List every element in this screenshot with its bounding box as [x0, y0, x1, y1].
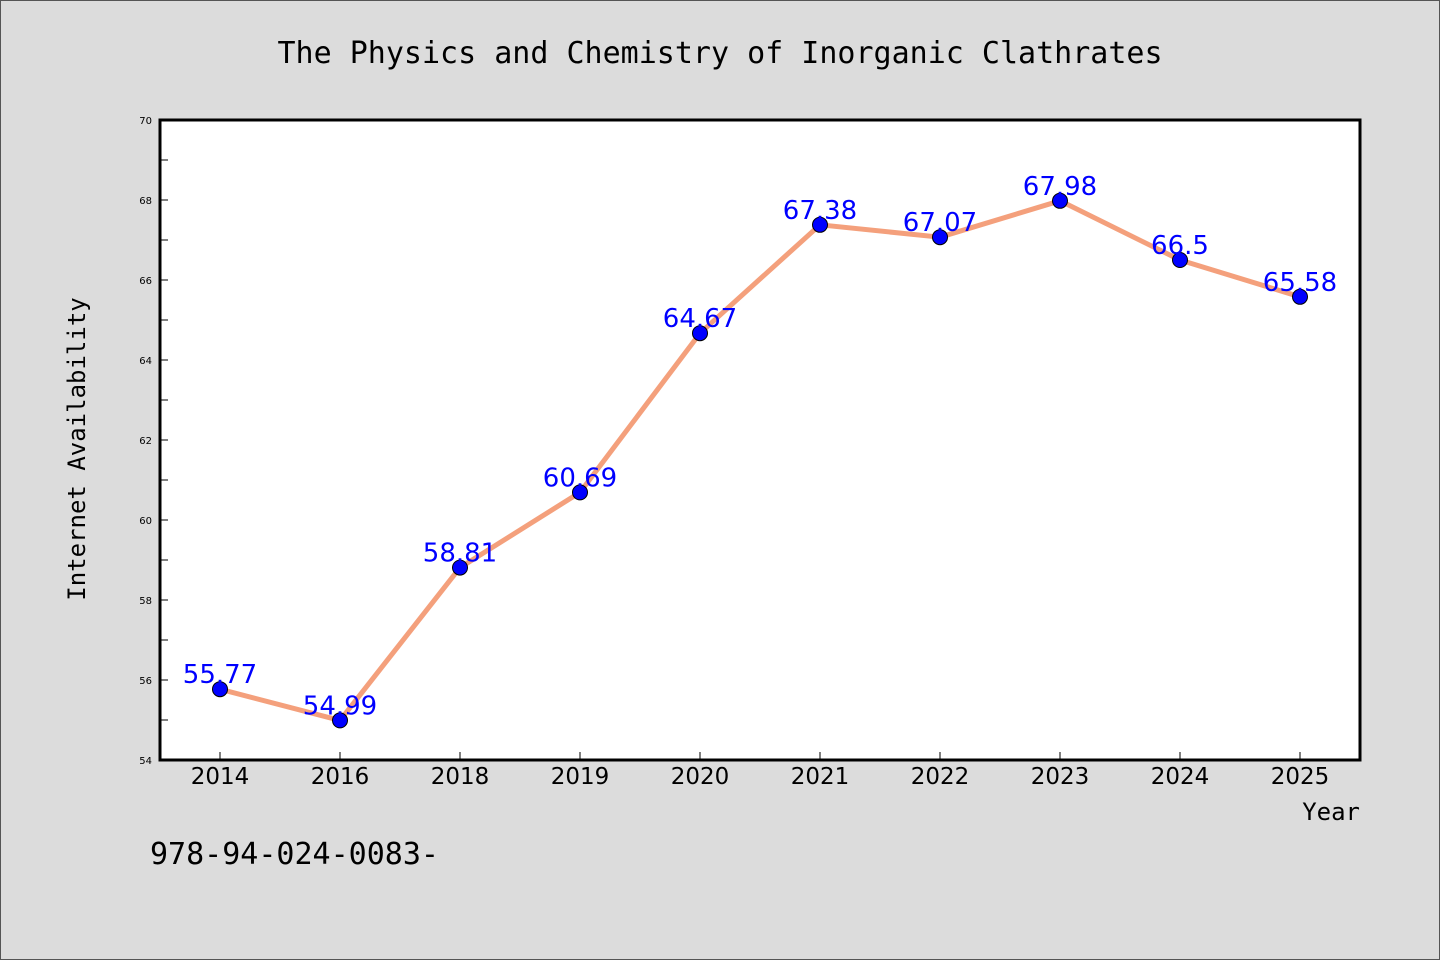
data-labels: 55.77 54.99 58.81 60.69 64.67 67.38 67.07 67.98…: [183, 172, 1337, 722]
x-tick-label: 2020: [671, 764, 730, 790]
data-label: 65.58: [1263, 268, 1337, 298]
data-point: [572, 484, 588, 501]
data-point: [932, 229, 948, 246]
x-tick-label: 2019: [551, 764, 610, 790]
y-tick-label: 70: [139, 116, 152, 127]
data-label: 58.81: [423, 539, 497, 569]
data-markers: [212, 192, 1308, 729]
data-label: 67.07: [903, 208, 977, 238]
y-tick-label: 54: [139, 756, 152, 767]
x-tick-label: 2018: [431, 764, 490, 790]
y-tick-label: 58: [139, 596, 152, 607]
series-line: [217, 198, 1303, 723]
data-label: 66.5: [1151, 231, 1209, 261]
data-point: [812, 216, 828, 233]
y-axis: 54 56 58 60 62 64 66 68 70: [139, 116, 168, 767]
data-point: [1052, 192, 1068, 209]
data-point: [332, 712, 348, 729]
data-label: 67.38: [783, 196, 857, 226]
x-axis: 2014 2016 2018 2019 2020 2021 2022 2023 2024 2025: [191, 752, 1330, 790]
data-label: 67.98: [1023, 172, 1097, 202]
footnote-isbn: 978-94-024-0083-: [150, 837, 439, 872]
y-tick-label: 64: [139, 356, 152, 367]
data-label: 55.77: [183, 660, 257, 690]
data-point: [692, 325, 708, 342]
y-tick-label: 60: [139, 516, 152, 527]
y-tick-label: 66: [139, 276, 152, 287]
y-tick-label: 62: [139, 436, 152, 447]
data-label: 64.67: [663, 304, 737, 334]
y-tick-label: 68: [139, 196, 152, 207]
data-label: 54.99: [303, 691, 377, 721]
y-tick-label: 56: [139, 676, 152, 687]
x-axis-label: Year: [1302, 798, 1360, 826]
x-tick-label: 2024: [1151, 764, 1210, 790]
x-tick-label: 2014: [191, 764, 250, 790]
chart-title: The Physics and Chemistry of Inorganic C…: [277, 36, 1162, 71]
data-point: [452, 559, 468, 576]
y-axis-label: Internet Availability: [63, 297, 91, 600]
data-point: [212, 681, 228, 698]
x-tick-label: 2022: [911, 764, 970, 790]
x-tick-label: 2023: [1031, 764, 1090, 790]
plot-area: [158, 118, 1362, 762]
x-tick-label: 2016: [311, 764, 370, 790]
x-tick-label: 2025: [1271, 764, 1330, 790]
data-point: [1172, 252, 1188, 268]
data-label: 60.69: [543, 463, 617, 493]
x-tick-label: 2021: [791, 764, 850, 790]
data-point: [1292, 288, 1308, 305]
